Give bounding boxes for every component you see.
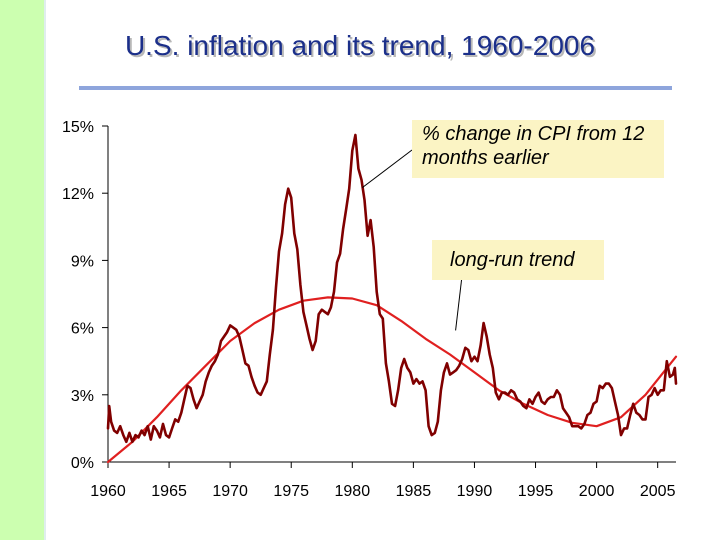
y-axis-ticks: 0% 3% 6% 9% 12% 15% <box>62 119 108 472</box>
x-tick-label: 1995 <box>518 483 554 500</box>
series-trend-line <box>106 296 678 464</box>
annotation-trend-callout: long-run trend <box>432 240 604 280</box>
annotation-cpi-text: % change in CPI from 12 months earlier <box>422 123 645 169</box>
y-tick-label: 6% <box>71 321 94 338</box>
side-accent-bar <box>0 0 44 540</box>
annotation-leaders <box>361 149 463 331</box>
x-tick-label: 2000 <box>579 483 615 500</box>
x-tick-label: 1975 <box>273 483 309 500</box>
slide-title: U.S. inflation and its trend, 1960-2006 <box>124 30 596 61</box>
y-tick-label: 0% <box>71 455 94 472</box>
x-axis-ticks: 1960 1965 1970 1975 1980 1985 1990 1995 2000 2005 <box>90 462 676 500</box>
x-tick-label: 1980 <box>335 483 371 500</box>
x-tick-label: 1990 <box>457 483 493 500</box>
annotation-trend-text: long-run trend <box>450 249 575 271</box>
annotation-cpi-callout: % change in CPI from 12 months earlier <box>412 120 664 178</box>
series-cpi-line <box>106 133 678 444</box>
y-tick-label: 12% <box>62 186 94 203</box>
x-tick-label: 1960 <box>90 483 126 500</box>
annotation-trend-leader <box>455 275 463 331</box>
x-tick-label: 1985 <box>396 483 432 500</box>
x-tick-label: 1970 <box>212 483 248 500</box>
annotation-cpi-leader <box>361 149 413 188</box>
y-tick-label: 9% <box>71 253 94 270</box>
x-tick-label: 2005 <box>640 483 676 500</box>
y-tick-label: 3% <box>71 388 94 405</box>
x-tick-label: 1965 <box>151 483 187 500</box>
title-underline <box>79 86 672 90</box>
chart-series <box>106 133 678 464</box>
y-tick-label: 15% <box>62 119 94 136</box>
side-accent-edge <box>44 0 46 540</box>
